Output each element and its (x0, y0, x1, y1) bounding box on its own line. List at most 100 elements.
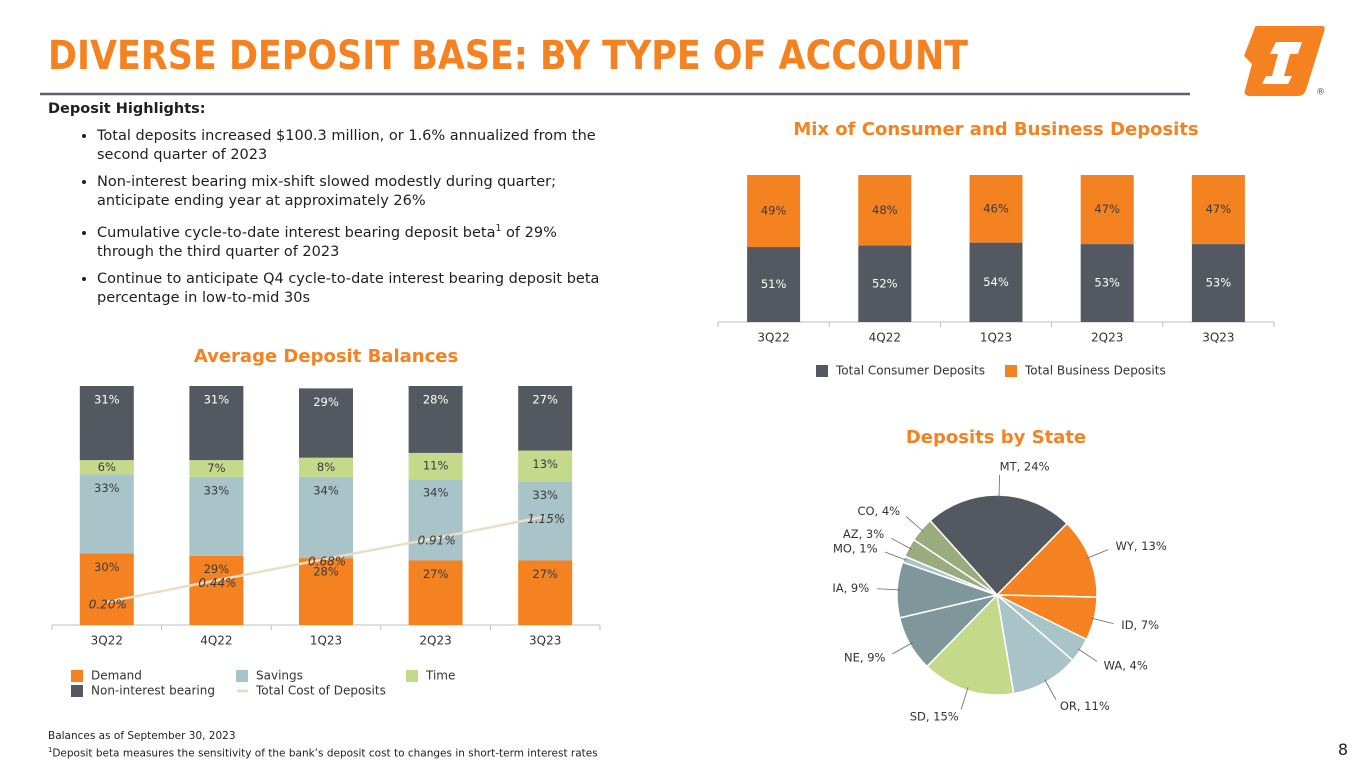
bar-value-label: 52% (872, 276, 898, 290)
leader-line (1077, 648, 1098, 662)
pie-label: MT, 24% (1000, 460, 1050, 474)
leader-line (877, 588, 901, 591)
bar-value-label: 33% (204, 483, 230, 497)
leader-line (1044, 679, 1057, 700)
leader-line (1086, 549, 1109, 559)
x-tick-label: 2Q23 (419, 634, 451, 648)
legend-label: Total Business Deposits (1024, 364, 1166, 378)
bar-value-label: 11% (423, 459, 449, 473)
bar-value-label: 48% (872, 203, 898, 217)
bar-value-label: 28% (313, 565, 339, 579)
page-number: 8 (1337, 740, 1348, 759)
pie-label: OR, 11% (1060, 699, 1110, 713)
bar-value-label: 13% (532, 457, 558, 471)
bar-value-label: 27% (423, 567, 449, 581)
bar-value-label: 34% (313, 483, 339, 497)
x-tick-label: 3Q23 (1202, 331, 1234, 345)
pie-label: WY, 13% (1116, 539, 1167, 553)
pie-label: CO, 4% (857, 504, 900, 518)
x-tick-label: 2Q23 (1091, 331, 1123, 345)
bar-segment (1080, 244, 1134, 322)
bar-value-label: 29% (204, 562, 230, 576)
bullet: Non-interest bearing mix-shift slowed mo… (97, 173, 608, 211)
slide-title: DIVERSE DEPOSIT BASE: BY TYPE OF ACCOUNT (48, 33, 969, 79)
footnotes: Balances as of September 30, 2023 1Depos… (48, 729, 598, 761)
bar-value-label: 28% (423, 393, 449, 407)
bar-value-label: 53% (1094, 276, 1120, 290)
bar-value-label: 46% (983, 201, 1009, 215)
bullet-text: Continue to anticipate Q4 cycle-to-date … (97, 270, 600, 306)
bar-segment (408, 560, 463, 625)
bar-value-label: 27% (532, 567, 558, 581)
highlights-list: Total deposits increased $100.3 million,… (48, 127, 608, 308)
x-tick-label: 1Q23 (980, 331, 1012, 345)
logo: ® (1244, 26, 1325, 98)
bar-segment (79, 474, 134, 554)
bar-value-label: 47% (1206, 202, 1232, 216)
legend-swatch (71, 670, 83, 682)
bar-segment (518, 386, 573, 451)
bar-segment (1191, 175, 1245, 245)
x-tick-label: 3Q23 (529, 634, 561, 648)
line-value-label: 0.44% (198, 576, 236, 590)
bar-segment (969, 175, 1023, 243)
chart-title: Mix of Consumer and Business Deposits (793, 119, 1198, 140)
legend-label: Non-interest bearing (91, 684, 215, 698)
bar-segment (299, 476, 353, 559)
legend-label: Time (425, 669, 455, 683)
bar-segment (79, 460, 134, 475)
bar-value-label: 51% (761, 277, 787, 291)
line-value-label: 1.15% (527, 512, 565, 526)
bar-segment (189, 476, 244, 556)
bar-segment (79, 553, 134, 625)
leader-line (1091, 617, 1114, 625)
pie-label: NE, 9% (844, 650, 885, 664)
bar-segment (518, 450, 573, 482)
bar-value-label: 31% (204, 393, 230, 407)
bar-segment (299, 457, 353, 477)
bar-value-label: 7% (207, 461, 225, 475)
footnote-number: 1 (48, 746, 53, 754)
bar-segment (969, 242, 1023, 322)
bar-value-label: 27% (532, 393, 558, 407)
bullet-text: Non-interest bearing mix-shift slowed mo… (97, 174, 556, 209)
bar-value-label: 8% (317, 460, 335, 474)
bar-value-label: 33% (94, 481, 120, 495)
bar-value-label: 33% (532, 488, 558, 502)
legend-label: Demand (91, 669, 142, 683)
pie-label: MO, 1% (833, 542, 878, 556)
bar-segment (299, 388, 353, 458)
footnote-ref: 1 (495, 223, 502, 234)
x-tick-label: 3Q22 (91, 634, 123, 648)
bar-segment (189, 555, 244, 625)
highlights-heading: Deposit Highlights: (48, 101, 206, 117)
legend-swatch (1005, 365, 1017, 377)
leader-line (891, 537, 912, 550)
bar-value-label: 31% (94, 393, 120, 407)
bullet: Cumulative cycle-to-date interest bearin… (97, 219, 608, 262)
bar-value-label: 47% (1094, 202, 1120, 216)
pie-label: WA, 4% (1104, 658, 1148, 672)
highlights: Deposit Highlights: Total deposits incre… (48, 100, 608, 316)
x-tick-label: 1Q23 (310, 634, 342, 648)
bar-segment (518, 560, 573, 625)
bar-value-label: 53% (1206, 276, 1232, 290)
bullet: Total deposits increased $100.3 million,… (97, 127, 608, 165)
bar-value-label: 30% (94, 560, 120, 574)
footnote-text: Deposit beta measures the sensitivity of… (52, 747, 598, 760)
x-tick-label: 4Q22 (200, 634, 232, 648)
bar-segment (79, 386, 134, 461)
pie-label: SD, 15% (910, 710, 959, 724)
bar-segment (299, 558, 353, 625)
bar-value-label: 49% (761, 204, 787, 218)
chart-title: Average Deposit Balances (194, 346, 458, 367)
bar-segment (858, 245, 912, 322)
legend-swatch (816, 365, 828, 377)
bar-segment (189, 386, 244, 461)
footnote: 1Deposit beta measures the sensitivity o… (48, 743, 598, 761)
x-tick-label: 4Q22 (869, 331, 901, 345)
legend-label: Total Cost of Deposits (255, 684, 386, 698)
line-value-label: 0.91% (418, 534, 456, 548)
